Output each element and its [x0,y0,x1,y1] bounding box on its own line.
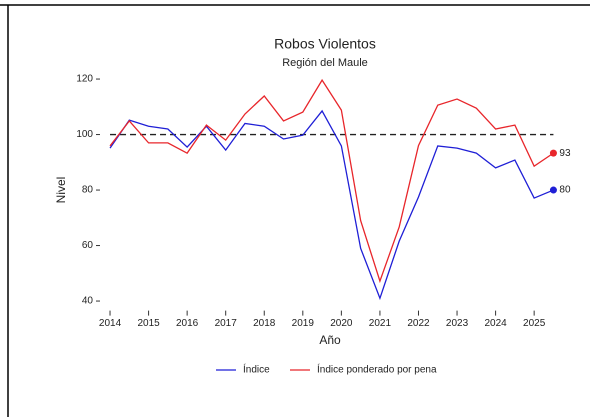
data-label: 80 [559,185,571,196]
end-point [549,186,557,194]
x-tick-label: 2016 [176,318,199,329]
x-tick-label: 2024 [484,318,507,329]
legend-label: Índice ponderado por pena [317,363,437,376]
x-tick-label: 2014 [99,318,122,329]
x-tick-label: 2022 [407,318,430,329]
y-axis-label: Nivel [54,177,68,204]
y-tick-label: 100 [76,129,93,140]
chart-subtitle: Región del Maule [282,57,368,69]
x-tick-label: 2021 [369,318,392,329]
x-tick-label: 2017 [215,318,238,329]
y-tick-label: 40 [82,296,94,307]
series-line [109,78,554,284]
x-axis-label: Año [319,333,341,347]
end-point [549,149,557,157]
data-label: 93 [559,148,571,159]
x-tick-label: 2025 [523,318,546,329]
x-tick-label: 2020 [330,318,353,329]
legend-label: Índice [243,363,270,376]
x-tick-label: 2015 [137,318,160,329]
y-tick-label: 60 [82,240,94,251]
y-tick-label: 80 [82,185,94,196]
series-line [109,109,554,301]
x-tick-label: 2018 [253,318,276,329]
y-tick-label: 120 [76,74,93,85]
chart-title: Robos Violentos [274,36,376,52]
x-tick-label: 2023 [446,318,469,329]
x-tick-label: 2019 [292,318,315,329]
